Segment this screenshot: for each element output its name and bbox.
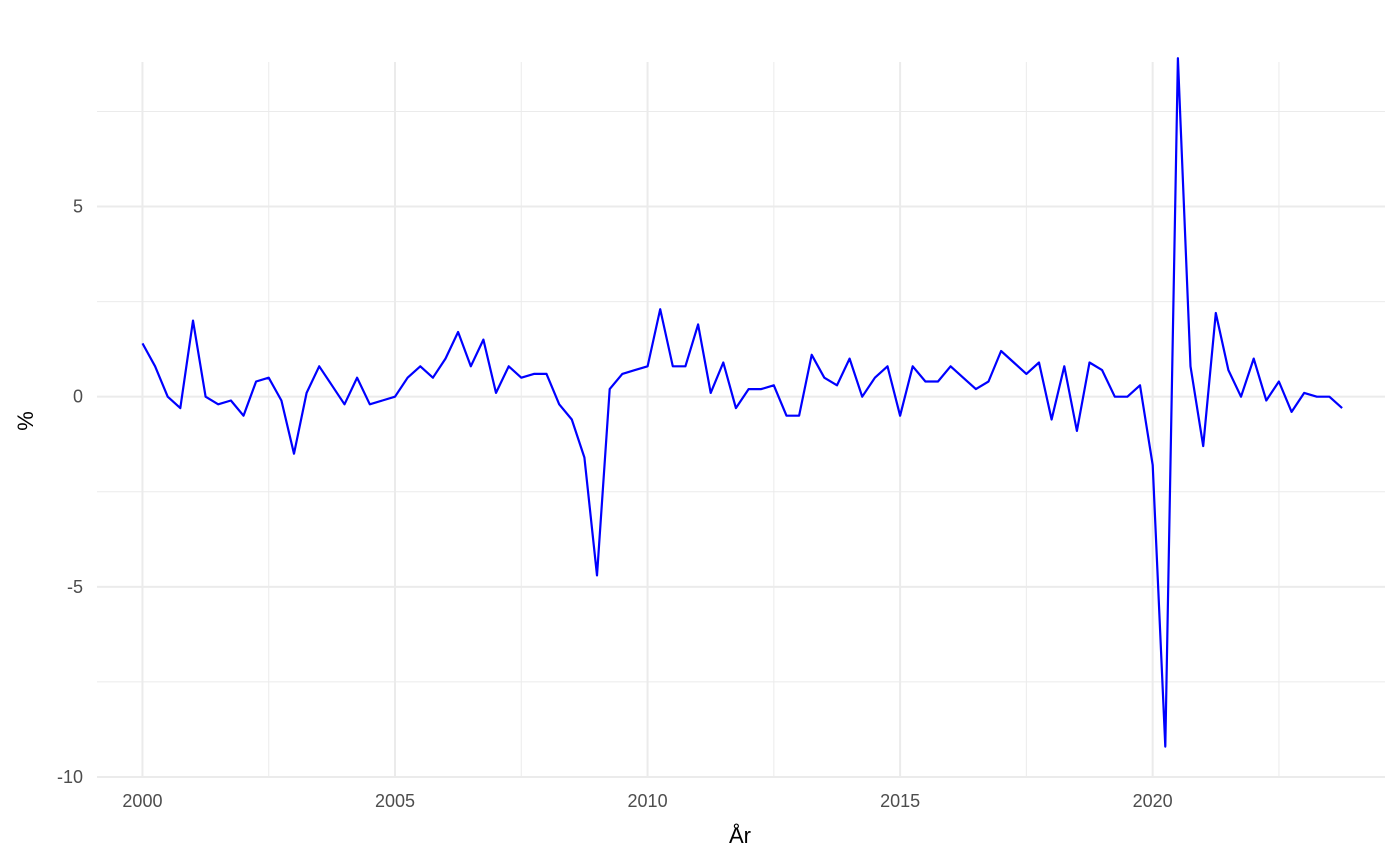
x-tick-label: 2010 — [628, 791, 668, 811]
x-axis-tick-labels: 2000 2005 2010 2015 2020 — [122, 791, 1172, 811]
major-y-gridlines — [97, 205, 1385, 778]
series-line — [141, 57, 1343, 748]
x-axis-title: År — [729, 823, 751, 848]
x-tick-label: 2020 — [1133, 791, 1173, 811]
y-axis-title: % — [13, 411, 38, 431]
y-tick-label: -5 — [67, 577, 83, 597]
major-x-gridlines — [141, 62, 1154, 777]
x-tick-label: 2000 — [122, 791, 162, 811]
y-axis-tick-labels: -10 -5 0 5 — [57, 197, 83, 787]
x-tick-label: 2015 — [880, 791, 920, 811]
y-tick-label: 0 — [73, 387, 83, 407]
x-tick-label: 2005 — [375, 791, 415, 811]
minor-x-gridlines — [268, 62, 1280, 777]
series-layer — [141, 57, 1343, 748]
y-tick-label: -10 — [57, 767, 83, 787]
y-tick-label: 5 — [73, 197, 83, 217]
